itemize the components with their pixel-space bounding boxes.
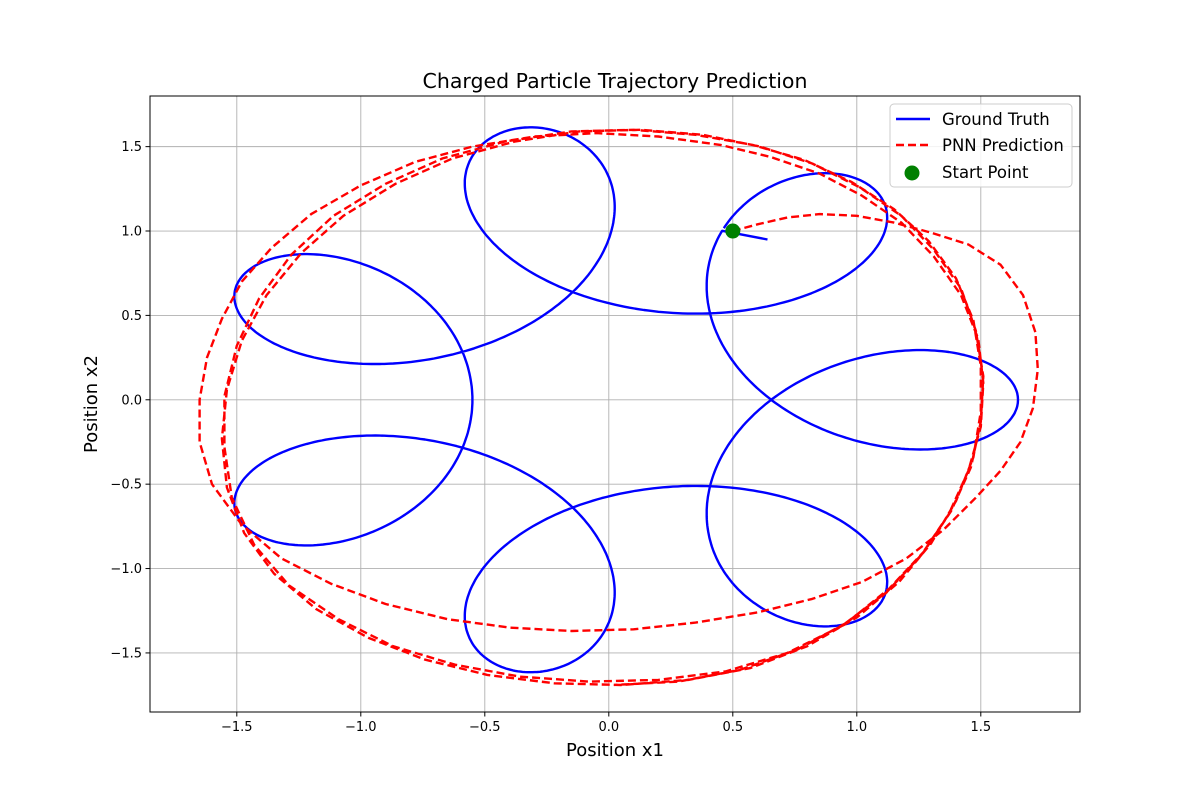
x-axis-label: Position x1 [566,740,664,761]
legend-start-point-marker [904,165,920,181]
start-point-marker [725,223,741,239]
y-tick-label: 0.0 [121,393,142,408]
x-tick-label: −0.5 [469,720,501,735]
y-tick-label: −1.0 [110,562,142,577]
legend: Ground Truth PNN Prediction Start Point [889,103,1073,188]
y-tick-label: 1.5 [121,140,142,155]
axis-ticks: −1.5 −1.0 −0.5 0.0 0.5 1.0 1.5 −1.5 −1.0 −0.5 0.0 0… [110,140,991,735]
x-tick-label: −1.0 [345,720,377,735]
legend-frame [889,103,1073,188]
y-tick-label: 0.5 [121,309,142,324]
x-tick-label: 0.5 [722,720,743,735]
x-tick-label: −1.5 [221,720,253,735]
y-axis-label: Position x2 [81,355,102,453]
x-tick-label: 0.0 [598,720,619,735]
y-tick-label: 1.0 [121,225,142,240]
x-tick-label: 1.5 [970,720,991,735]
y-tick-label: −1.5 [110,646,142,661]
y-tick-label: −0.5 [110,478,142,493]
plot-area-frame [149,95,1081,713]
chart-title: Charged Particle Trajectory Prediction [423,69,808,93]
series-layer [198,126,1039,687]
grid-lines [150,96,1080,712]
legend-ground-truth-label: Ground Truth [942,110,1050,129]
legend-start-point-label: Start Point [942,163,1029,182]
series-ground-truth-line [233,126,1020,674]
x-tick-label: 1.0 [846,720,867,735]
legend-pnn-prediction-label: PNN Prediction [942,136,1064,155]
series-pnn-prediction-line [198,128,1039,687]
